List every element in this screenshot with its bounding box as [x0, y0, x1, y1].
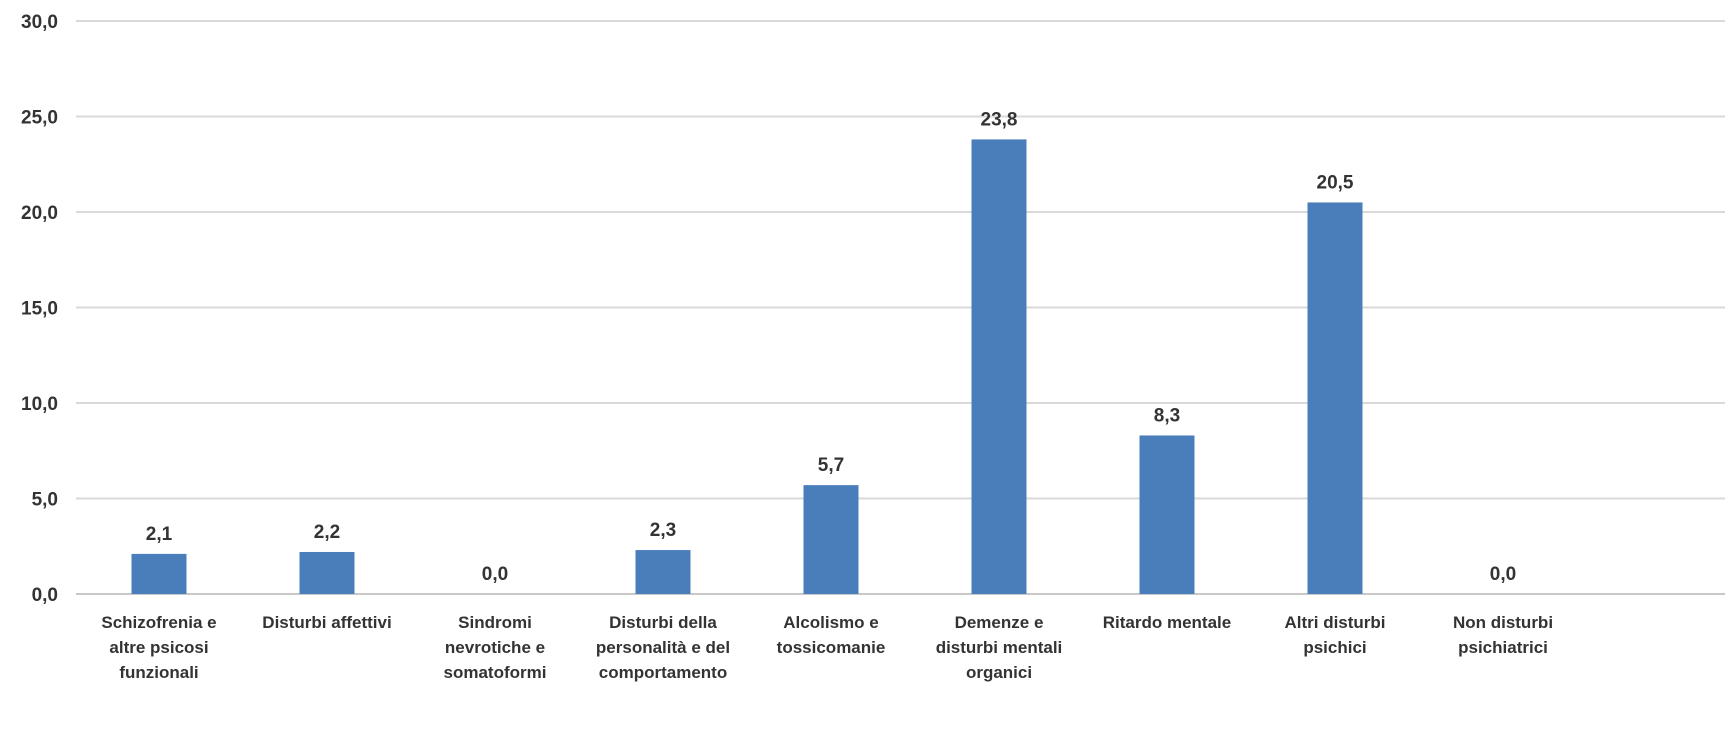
- y-tick-label: 5,0: [32, 490, 58, 511]
- y-tick-label: 15,0: [21, 299, 58, 320]
- data-label: 2,3: [650, 520, 676, 541]
- data-label: 2,1: [146, 524, 173, 545]
- y-tick-label: 20,0: [21, 203, 58, 224]
- y-axis-tick-labels: 0,0 5,0 10,0 15,0 20,0 25,0 30,0: [21, 12, 58, 606]
- category-label-line: comportamento: [599, 663, 727, 682]
- category-label-line: funzionali: [119, 663, 198, 682]
- category-label-line: Disturbi della: [609, 613, 717, 632]
- category-label-line: Demenze e: [955, 613, 1044, 632]
- category-label: Altri disturbi psichici: [1284, 613, 1385, 657]
- y-tick-label: 25,0: [21, 108, 58, 129]
- category-label: Ritardo mentale: [1103, 613, 1231, 632]
- category-label-line: somatoformi: [444, 663, 547, 682]
- bar: [635, 550, 691, 594]
- y-tick-label: 0,0: [32, 585, 58, 606]
- category-label: Demenze e disturbi mentali organici: [936, 613, 1063, 682]
- data-label: 5,7: [818, 455, 844, 476]
- category-label: Disturbi affettivi: [262, 613, 391, 632]
- category-label-line: nevrotiche e: [445, 638, 545, 657]
- category-label: Disturbi della personalità e del comportam…: [596, 613, 730, 682]
- category-label: Sindromi nevrotiche e somatoformi: [444, 613, 547, 682]
- category-label: Non disturbi psichiatrici: [1453, 613, 1553, 657]
- category-label: Alcolismo e tossicomanie: [777, 613, 886, 657]
- x-axis-category-labels: Schizofrenia e altre psicosi funzionali Dis…: [101, 613, 1553, 682]
- category-label-line: Ritardo mentale: [1103, 613, 1231, 632]
- category-label-line: psichiatrici: [1458, 638, 1548, 657]
- category-label-line: Altri disturbi: [1284, 613, 1385, 632]
- data-label: 2,2: [314, 522, 340, 543]
- category-label-line: Disturbi affettivi: [262, 613, 391, 632]
- category-label-line: psichici: [1303, 638, 1366, 657]
- bars: [131, 139, 1363, 595]
- bar: [131, 553, 187, 594]
- category-label-line: Schizofrenia e: [101, 613, 216, 632]
- gridlines: [76, 20, 1725, 595]
- category-label-line: Non disturbi: [1453, 613, 1553, 632]
- category-label-line: Sindromi: [458, 613, 532, 632]
- bar: [1139, 435, 1195, 594]
- bar: [971, 139, 1027, 595]
- category-label-line: organici: [966, 663, 1032, 682]
- y-tick-label: 30,0: [21, 12, 58, 33]
- data-label: 0,0: [1490, 564, 1516, 585]
- category-label-line: Alcolismo e: [783, 613, 878, 632]
- data-label: 8,3: [1154, 405, 1180, 426]
- bar: [299, 551, 355, 594]
- category-label-line: altre psicosi: [109, 638, 208, 657]
- bar: [1307, 202, 1363, 594]
- category-label-line: disturbi mentali: [936, 638, 1063, 657]
- category-label-line: tossicomanie: [777, 638, 886, 657]
- data-label: 20,5: [1317, 172, 1354, 193]
- data-label: 23,8: [981, 109, 1018, 130]
- category-label: Schizofrenia e altre psicosi funzionali: [101, 613, 216, 682]
- y-tick-label: 10,0: [21, 394, 58, 415]
- data-label: 0,0: [482, 564, 508, 585]
- bar: [803, 485, 859, 594]
- data-labels: 2,1 2,2 0,0 2,3 5,7 23,8 8,3 20,5 0,0: [146, 109, 1516, 585]
- category-label-line: personalità e del: [596, 638, 730, 657]
